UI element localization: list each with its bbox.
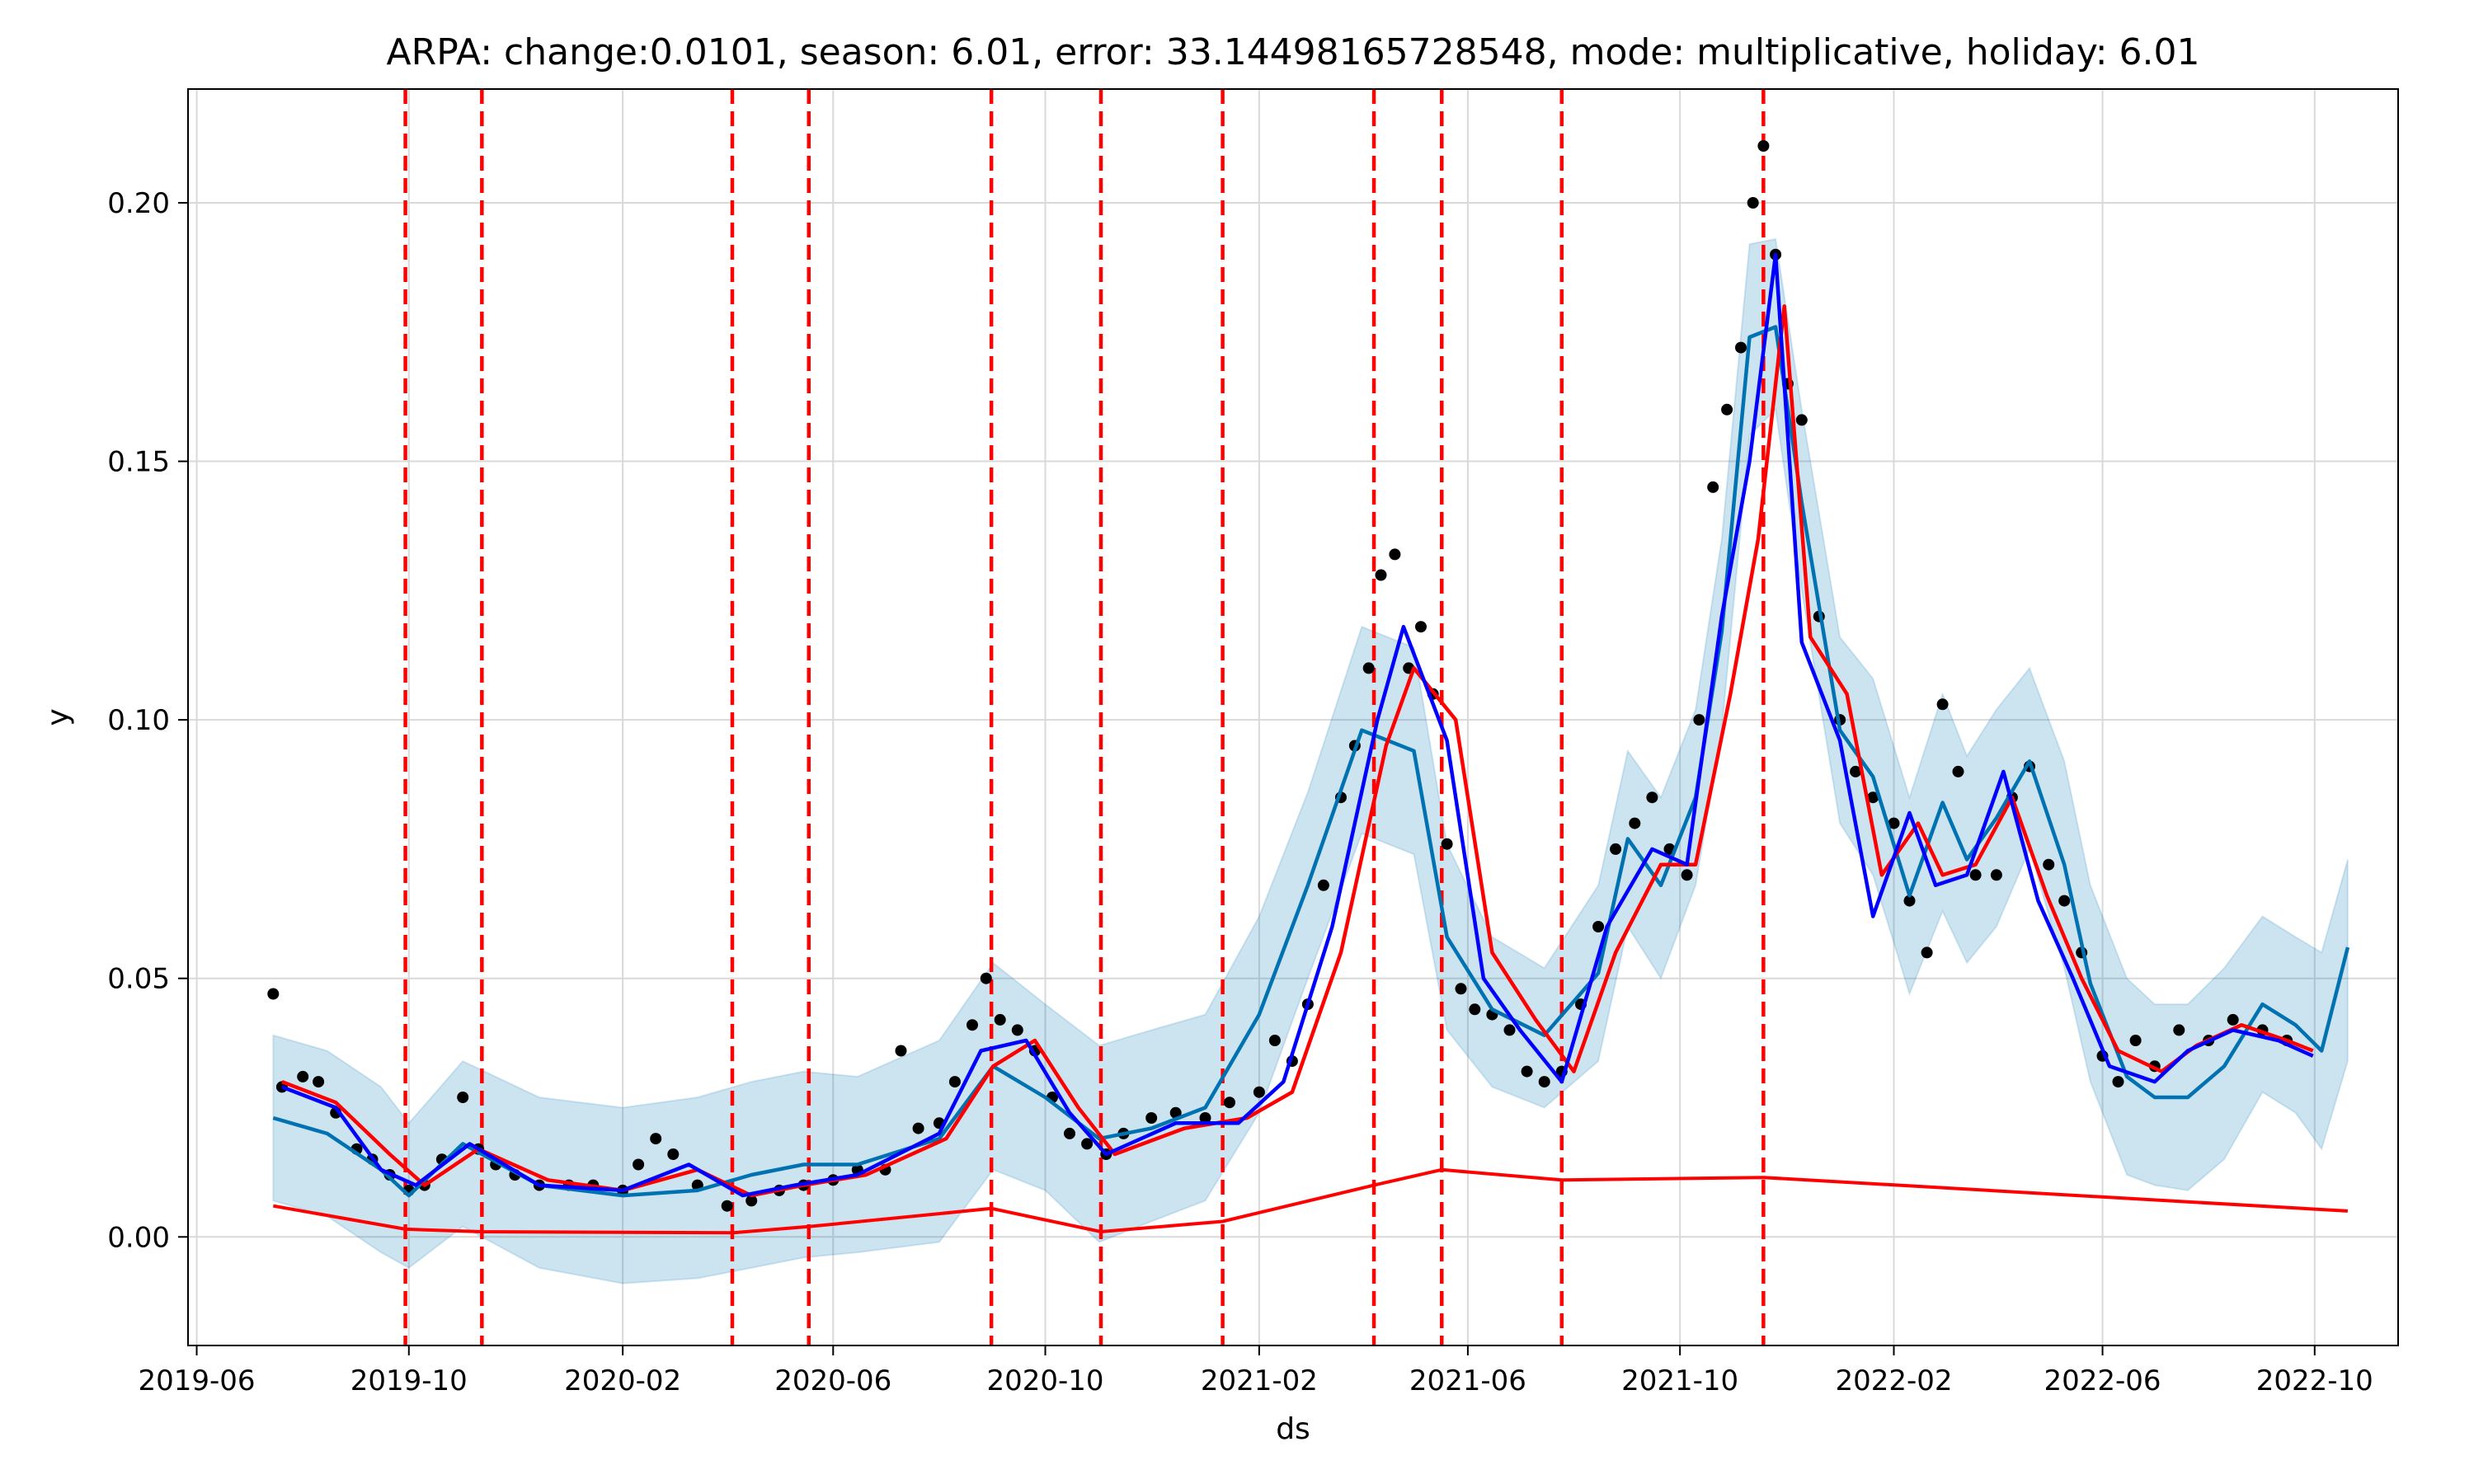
observed-point: [1064, 1127, 1075, 1139]
observed-point: [2043, 858, 2055, 871]
chart-title: ARPA: change:0.0101, season: 6.01, error…: [387, 31, 2200, 73]
observed-point: [1903, 895, 1916, 907]
y-axis-label: y: [41, 708, 75, 726]
x-axis-label: ds: [1276, 1412, 1310, 1446]
observed-point: [2173, 1024, 2185, 1036]
observed-point: [1735, 341, 1747, 354]
x-tick-label: 2019-10: [350, 1364, 468, 1397]
observed-point: [1521, 1065, 1533, 1078]
observed-point: [1795, 414, 1808, 426]
observed-point: [1888, 817, 1900, 829]
smoothed-line: [281, 252, 2314, 1198]
x-tick-label: 2021-02: [1201, 1364, 1318, 1397]
observed-point: [2129, 1035, 2142, 1046]
observed-point: [1503, 1024, 1516, 1036]
observed-point: [2112, 1076, 2124, 1088]
observed-point: [1592, 921, 1605, 932]
y-tick-label: 0.05: [107, 963, 170, 996]
observed-point: [1375, 569, 1387, 581]
observed-point: [1362, 662, 1375, 674]
observed-point: [1629, 817, 1641, 829]
x-tick-label: 2022-02: [1835, 1364, 1952, 1397]
observed-point: [1441, 838, 1453, 850]
observed-point: [1952, 765, 1964, 777]
y-axis-ticks: 0.00 0.05 0.10 0.15 0.20: [107, 187, 188, 1254]
observed-point: [457, 1092, 469, 1103]
observed-point: [1921, 946, 1933, 959]
observed-point: [667, 1148, 680, 1160]
y-tick-label: 0.15: [107, 446, 170, 479]
observed-point: [313, 1076, 325, 1088]
rolling-mean-line: [281, 304, 2314, 1198]
observed-point: [721, 1200, 733, 1212]
observed-point: [633, 1158, 645, 1171]
x-tick-label: 2022-10: [2256, 1364, 2373, 1397]
x-tick-label: 2019-06: [139, 1364, 256, 1397]
observed-point: [980, 972, 992, 984]
x-tick-label: 2020-10: [986, 1364, 1103, 1397]
observed-point: [2227, 1013, 2239, 1026]
observed-point: [1455, 983, 1467, 995]
observed-point: [1415, 621, 1427, 633]
observed-point: [1169, 1106, 1182, 1119]
observed-point: [994, 1013, 1006, 1026]
observed-point: [1224, 1097, 1235, 1109]
observed-point: [1145, 1112, 1158, 1124]
x-axis-ticks: 2019-06 2019-10 2020-02 2020-06 2020-10 2021-…: [139, 1345, 2373, 1397]
observed-point: [1990, 869, 2002, 881]
x-tick-label: 2021-06: [1409, 1364, 1526, 1397]
observed-point: [1469, 1003, 1481, 1016]
x-tick-label: 2022-06: [2044, 1364, 2161, 1397]
y-tick-label: 0.20: [107, 187, 170, 220]
observed-point: [297, 1070, 309, 1082]
observed-point: [1707, 481, 1719, 493]
observed-point: [1936, 698, 1949, 711]
observed-point: [1747, 197, 1759, 209]
observed-point: [1199, 1112, 1211, 1124]
forecast-line: [272, 325, 2350, 1198]
observed-point: [1317, 879, 1329, 891]
observed-point: [895, 1045, 907, 1057]
observed-point: [948, 1076, 961, 1088]
grid-layer: [188, 89, 2398, 1345]
observed-point: [2058, 895, 2071, 907]
observed-point: [1268, 1035, 1281, 1046]
observed-point: [1538, 1076, 1550, 1088]
observed-point: [1011, 1024, 1023, 1036]
observed-point: [967, 1019, 978, 1031]
observed-point: [650, 1133, 662, 1145]
x-tick-label: 2021-10: [1621, 1364, 1738, 1397]
observed-point: [1646, 791, 1658, 804]
observed-point: [1610, 843, 1622, 855]
observed-point: [1389, 548, 1401, 561]
observed-point: [1681, 869, 1693, 881]
observed-point: [912, 1122, 924, 1134]
observed-point: [1721, 403, 1733, 416]
y-tick-label: 0.00: [107, 1221, 170, 1254]
lines-layer: [272, 252, 2350, 1198]
observed-point: [267, 988, 280, 1000]
observed-point: [1969, 869, 1982, 881]
observed-point: [1693, 714, 1705, 726]
changepoint-layer: [403, 89, 1766, 1345]
x-tick-label: 2020-06: [774, 1364, 891, 1397]
x-tick-label: 2020-02: [564, 1364, 681, 1397]
observed-point: [1850, 765, 1862, 777]
observed-point: [1253, 1086, 1265, 1098]
observed-point: [745, 1195, 758, 1207]
observed-point: [1757, 140, 1770, 152]
observed-point: [1081, 1138, 1094, 1150]
plot-area-frame: [187, 88, 2399, 1346]
observed-point: [1867, 791, 1879, 804]
y-tick-label: 0.10: [107, 704, 170, 737]
